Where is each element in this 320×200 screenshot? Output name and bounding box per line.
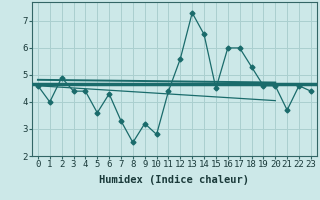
X-axis label: Humidex (Indice chaleur): Humidex (Indice chaleur) [100,175,249,185]
